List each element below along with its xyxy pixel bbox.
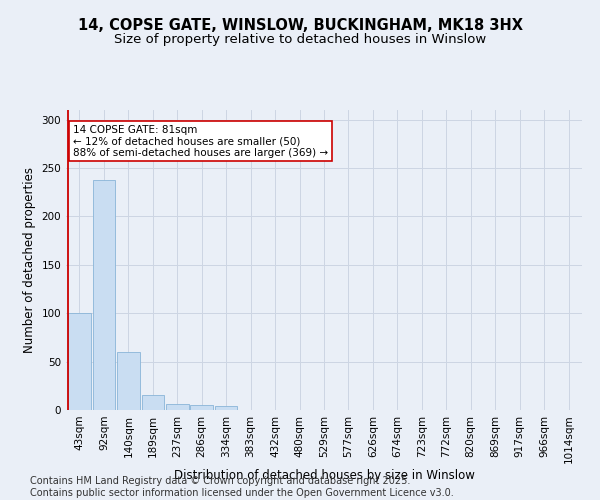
Bar [166,404,188,410]
Text: 14, COPSE GATE, WINSLOW, BUCKINGHAM, MK18 3HX: 14, COPSE GATE, WINSLOW, BUCKINGHAM, MK1… [77,18,523,32]
Bar [190,405,213,410]
Bar [142,394,164,410]
Y-axis label: Number of detached properties: Number of detached properties [23,167,36,353]
Bar [92,180,115,410]
Text: Size of property relative to detached houses in Winslow: Size of property relative to detached ho… [114,32,486,46]
Text: Contains HM Land Registry data © Crown copyright and database right 2025.
Contai: Contains HM Land Registry data © Crown c… [30,476,454,498]
X-axis label: Distribution of detached houses by size in Winslow: Distribution of detached houses by size … [173,469,475,482]
Text: 14 COPSE GATE: 81sqm
← 12% of detached houses are smaller (50)
88% of semi-detac: 14 COPSE GATE: 81sqm ← 12% of detached h… [73,124,328,158]
Bar [117,352,140,410]
Bar [215,406,238,410]
Bar [68,313,91,410]
